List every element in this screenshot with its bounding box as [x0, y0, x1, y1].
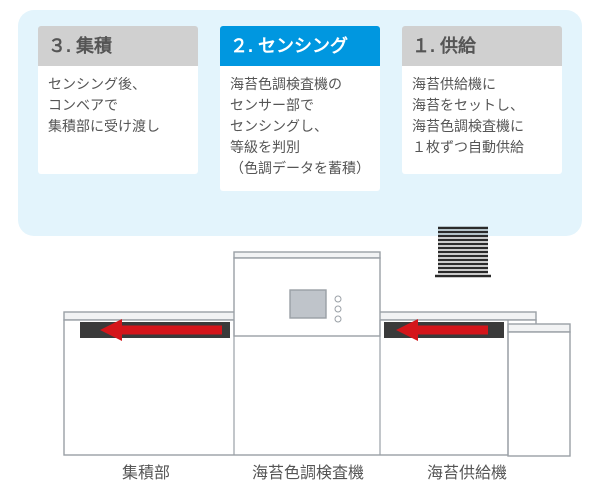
bottom-label-1: 集積部: [106, 459, 186, 483]
machine-diagram: [0, 0, 600, 501]
bottom-label-2: 海苔色調検査機: [238, 459, 378, 483]
bottom-label-3: 海苔供給機: [412, 459, 522, 483]
canvas: ３. 集積センシング後、 コンベアで 集積部に受け渡し２. センシング海苔色調検…: [0, 0, 600, 501]
